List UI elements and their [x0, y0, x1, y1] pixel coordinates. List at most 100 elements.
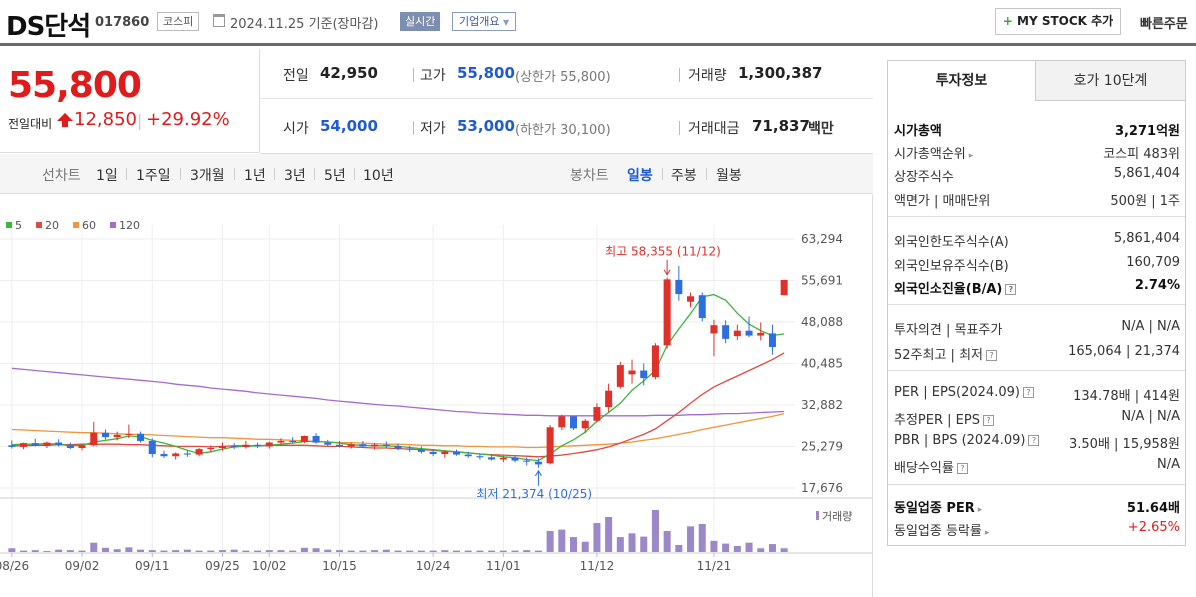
- info-value: 2.74%: [1134, 278, 1180, 293]
- period-weekly[interactable]: 주봉: [671, 168, 697, 184]
- high-label: 고가: [420, 68, 446, 84]
- current-price: 55,800: [8, 65, 142, 106]
- info-row[interactable]: 동일업종 PER ▸ 51.64배: [894, 495, 1180, 517]
- candle-body: [534, 461, 542, 465]
- divider: [234, 168, 235, 180]
- x-tick-label: 08/26: [0, 559, 29, 573]
- chevron-right-icon: ▸: [977, 505, 983, 515]
- candle-body: [406, 448, 414, 450]
- volume-bar: [593, 523, 601, 552]
- info-label: 상장주식수: [894, 170, 954, 185]
- candle-body: [324, 442, 332, 445]
- volume-bar: [8, 548, 16, 552]
- realtime-button[interactable]: 실시간: [400, 12, 441, 31]
- quick-order-link[interactable]: 빠른주문: [1140, 17, 1188, 32]
- y-tick-label: 55,691: [801, 274, 843, 288]
- info-row[interactable]: 시가총액순위 ▸ 코스피 483위: [894, 141, 1180, 163]
- info-row[interactable]: 동일업종 등락률 ▸ +2.65%: [894, 518, 1180, 540]
- candle-body: [371, 444, 379, 447]
- volume-bar: [605, 517, 613, 552]
- x-tick-label: 10/02: [252, 559, 287, 573]
- y-tick-label: 32,882: [801, 398, 843, 412]
- ma60-line: [11, 412, 785, 449]
- volume-bar: [324, 549, 332, 552]
- group-divider: [888, 370, 1185, 371]
- candle-body: [710, 325, 718, 334]
- info-row: 외국인소진율(B/A)? 2.74%: [894, 276, 1180, 298]
- price-summary: 55,800 전일대비 12,850 | +29.92%: [0, 49, 260, 153]
- investment-info-panel: 투자정보 호가 10단계 시가총액 3,271억원 시가총액순위 ▸ 코스피 483위…: [887, 60, 1186, 546]
- x-tick-label: 09/11: [135, 559, 170, 573]
- candle-body: [488, 457, 496, 460]
- ma120-line: [11, 367, 785, 417]
- candle-body: [8, 445, 16, 447]
- tab-investment-info[interactable]: 투자정보: [888, 61, 1036, 101]
- info-row: 외국인보유주식수(B) 160,709: [894, 253, 1180, 275]
- info-value: 160,709: [1126, 255, 1180, 270]
- legend-label: 20: [45, 219, 59, 232]
- upper-limit: (상한가 55,800): [515, 70, 611, 85]
- period-monthly[interactable]: 월봉: [716, 168, 742, 184]
- volume-bar: [710, 540, 718, 552]
- tab-order-book[interactable]: 호가 10단계: [1036, 61, 1185, 101]
- info-value: N/A | N/A: [1121, 409, 1180, 424]
- info-row: PBR | BPS (2024.09)? 3.50배 | 15,958원: [894, 431, 1180, 453]
- volume-bar: [66, 550, 74, 552]
- candlestick-chart: 63,294 55,691 48,088 40,485 32,882 25,279 17,6…: [0, 219, 872, 573]
- info-value: 51.64배: [1126, 501, 1180, 516]
- amount-value: 71,837: [752, 117, 810, 135]
- info-label-text: 52주최고 | 최저: [894, 348, 983, 363]
- period-3y[interactable]: 3년: [284, 168, 306, 184]
- volume-bar: [628, 533, 636, 552]
- prev-close-value: 42,950: [320, 64, 378, 82]
- lower-limit: (하한가 30,100): [515, 123, 611, 138]
- period-1y[interactable]: 1년: [244, 168, 266, 184]
- period-3m[interactable]: 3개월: [190, 168, 225, 184]
- candle-body: [441, 451, 449, 455]
- help-icon[interactable]: ?: [986, 350, 997, 361]
- help-icon[interactable]: ?: [1005, 284, 1017, 295]
- info-row: 시가총액 3,271억원: [894, 118, 1180, 140]
- candle-body: [183, 453, 191, 455]
- period-10y[interactable]: 10년: [363, 168, 394, 184]
- help-icon[interactable]: ?: [1028, 435, 1040, 446]
- candle-body: [160, 454, 168, 457]
- y-tick-label: 40,485: [801, 357, 843, 371]
- volume-bar: [476, 550, 484, 552]
- chevron-right-icon: ▸: [968, 151, 974, 161]
- divider: [354, 168, 355, 180]
- help-icon[interactable]: ?: [956, 463, 968, 474]
- company-info-dropdown[interactable]: 기업개요 ▼: [452, 12, 517, 31]
- help-icon[interactable]: ?: [982, 415, 994, 426]
- candle-body: [464, 454, 472, 457]
- volume-bar: [558, 529, 566, 552]
- line-chart-label: 선차트: [42, 168, 81, 184]
- candle-body: [698, 295, 706, 319]
- period-5y[interactable]: 5년: [324, 168, 346, 184]
- info-label: 투자의견 | 목표주가: [894, 323, 1003, 338]
- x-tick-label: 11/21: [697, 559, 732, 573]
- volume-bar: [312, 548, 320, 552]
- calendar-icon: [213, 14, 225, 27]
- candle-body: [616, 365, 624, 387]
- candle-body: [558, 416, 566, 428]
- period-1w[interactable]: 1주일: [136, 168, 171, 184]
- period-1d[interactable]: 1일: [96, 168, 118, 184]
- info-value: 134.78배 | 414원: [1073, 389, 1180, 404]
- group-divider: [888, 304, 1185, 305]
- period-daily[interactable]: 일봉: [627, 168, 653, 184]
- candle-body: [31, 443, 39, 446]
- help-icon[interactable]: ?: [1022, 387, 1034, 398]
- high-annotation: 최고 58,355 (11/12): [605, 245, 721, 259]
- x-tick-label: 09/25: [205, 559, 240, 573]
- open-value: 54,000: [320, 117, 378, 135]
- candle-body: [78, 445, 86, 449]
- x-tick-label: 11/01: [486, 559, 521, 573]
- divider: [180, 168, 181, 180]
- group-divider: [888, 484, 1185, 485]
- info-label: 외국인소진율(B/A)?: [894, 278, 1017, 297]
- volume-bar: [148, 550, 156, 552]
- candle-body: [300, 436, 308, 443]
- y-tick-label: 17,676: [801, 481, 843, 495]
- add-my-stock-button[interactable]: + MY STOCK 추가: [995, 8, 1121, 35]
